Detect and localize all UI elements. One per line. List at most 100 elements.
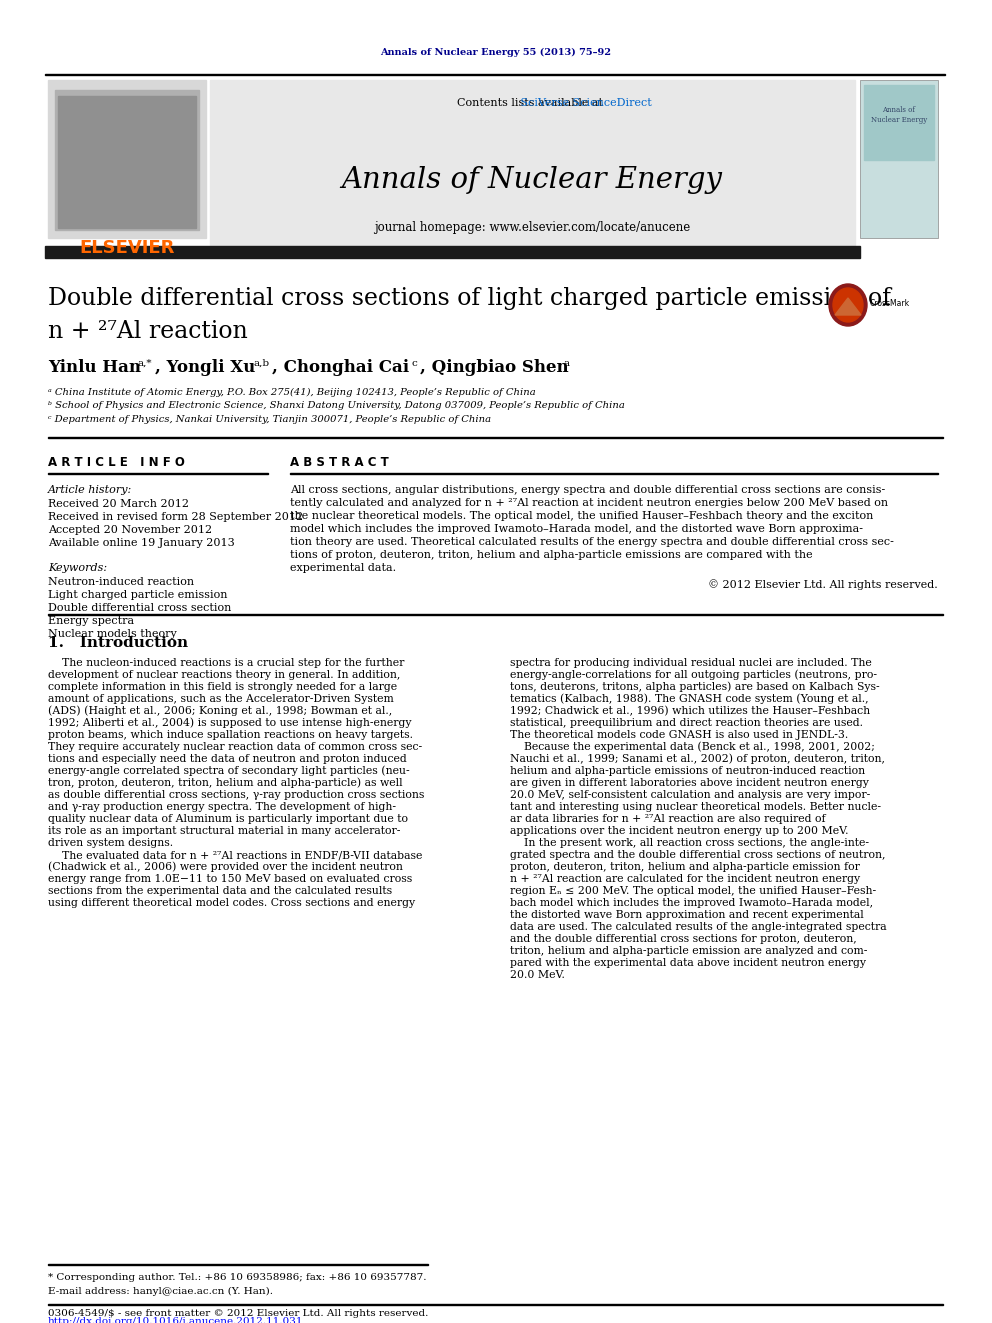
Text: tematics (Kalbach, 1988). The GNASH code system (Young et al.,: tematics (Kalbach, 1988). The GNASH code… bbox=[510, 693, 869, 704]
Text: tion theory are used. Theoretical calculated results of the energy spectra and d: tion theory are used. Theoretical calcul… bbox=[290, 537, 894, 546]
Text: tons, deuterons, tritons, alpha particles) are based on Kalbach Sys-: tons, deuterons, tritons, alpha particle… bbox=[510, 681, 880, 692]
Text: experimental data.: experimental data. bbox=[290, 564, 396, 573]
Text: development of nuclear reactions theory in general. In addition,: development of nuclear reactions theory … bbox=[48, 669, 401, 680]
Text: They require accurately nuclear reaction data of common cross sec-: They require accurately nuclear reaction… bbox=[48, 742, 423, 751]
Text: are given in different laboratories above incident neutron energy: are given in different laboratories abov… bbox=[510, 778, 869, 789]
Text: Contents lists available at: Contents lists available at bbox=[457, 98, 607, 108]
Text: ᵃ China Institute of Atomic Energy, P.O. Box 275(41), Beijing 102413, People’s R: ᵃ China Institute of Atomic Energy, P.O.… bbox=[48, 388, 536, 397]
Text: and the double differential cross sections for proton, deuteron,: and the double differential cross sectio… bbox=[510, 934, 857, 945]
Text: Received 20 March 2012: Received 20 March 2012 bbox=[48, 499, 189, 509]
Text: the distorted wave Born approximation and recent experimental: the distorted wave Born approximation an… bbox=[510, 910, 864, 919]
Text: Available online 19 January 2013: Available online 19 January 2013 bbox=[48, 538, 235, 548]
Text: using different theoretical model codes. Cross sections and energy: using different theoretical model codes.… bbox=[48, 898, 415, 908]
Text: a: a bbox=[563, 359, 569, 368]
Bar bbox=[48, 79, 206, 238]
Text: 1.   Introduction: 1. Introduction bbox=[48, 636, 188, 650]
Text: The theoretical models code GNASH is also used in JENDL-3.: The theoretical models code GNASH is als… bbox=[510, 730, 848, 740]
Bar bbox=[58, 97, 196, 228]
Text: Accepted 20 November 2012: Accepted 20 November 2012 bbox=[48, 525, 212, 534]
Text: http://dx.doi.org/10.1016/j.anucene.2012.11.031: http://dx.doi.org/10.1016/j.anucene.2012… bbox=[48, 1316, 304, 1323]
Text: ᵇ School of Physics and Electronic Science, Shanxi Datong University, Datong 037: ᵇ School of Physics and Electronic Scien… bbox=[48, 401, 625, 410]
Text: CrossMark: CrossMark bbox=[870, 299, 910, 307]
Text: 0306-4549/$ - see front matter © 2012 Elsevier Ltd. All rights reserved.: 0306-4549/$ - see front matter © 2012 El… bbox=[48, 1308, 429, 1318]
Text: tently calculated and analyzed for n + ²⁷Al reaction at incident neutron energie: tently calculated and analyzed for n + ²… bbox=[290, 497, 888, 508]
Text: 1992; Chadwick et al., 1996) which utilizes the Hauser–Feshbach: 1992; Chadwick et al., 1996) which utili… bbox=[510, 706, 870, 716]
Text: A B S T R A C T: A B S T R A C T bbox=[290, 455, 389, 468]
Text: a,b: a,b bbox=[253, 359, 269, 368]
Ellipse shape bbox=[833, 288, 863, 321]
Text: Double differential cross sections of light charged particle emission of: Double differential cross sections of li… bbox=[48, 287, 891, 310]
Text: Nuclear models theory: Nuclear models theory bbox=[48, 628, 177, 639]
Text: grated spectra and the double differential cross sections of neutron,: grated spectra and the double differenti… bbox=[510, 849, 886, 860]
Text: In the present work, all reaction cross sections, the angle-inte-: In the present work, all reaction cross … bbox=[510, 837, 869, 848]
Text: E-mail address: hanyl@ciae.ac.cn (Y. Han).: E-mail address: hanyl@ciae.ac.cn (Y. Han… bbox=[48, 1286, 273, 1295]
Text: , Chonghai Cai: , Chonghai Cai bbox=[272, 360, 409, 377]
Text: Neutron-induced reaction: Neutron-induced reaction bbox=[48, 577, 194, 587]
Text: Annals of Nuclear Energy: Annals of Nuclear Energy bbox=[341, 165, 722, 194]
Text: energy-angle correlated spectra of secondary light particles (neu-: energy-angle correlated spectra of secon… bbox=[48, 766, 410, 777]
Text: ᶜ Department of Physics, Nankai University, Tianjin 300071, People’s Republic of: ᶜ Department of Physics, Nankai Universi… bbox=[48, 415, 491, 425]
Text: tron, proton, deuteron, triton, helium and alpha-particle) as well: tron, proton, deuteron, triton, helium a… bbox=[48, 778, 403, 789]
Bar bbox=[55, 90, 199, 230]
Text: Yinlu Han: Yinlu Han bbox=[48, 360, 141, 377]
Text: Energy spectra: Energy spectra bbox=[48, 617, 134, 626]
Text: (Chadwick et al., 2006) were provided over the incident neutron: (Chadwick et al., 2006) were provided ov… bbox=[48, 861, 403, 872]
Text: spectra for producing individual residual nuclei are included. The: spectra for producing individual residua… bbox=[510, 658, 872, 668]
Text: energy range from 1.0E−11 to 150 MeV based on evaluated cross: energy range from 1.0E−11 to 150 MeV bas… bbox=[48, 875, 413, 884]
Text: ELSEVIER: ELSEVIER bbox=[79, 239, 175, 257]
Text: * Corresponding author. Tel.: +86 10 69358986; fax: +86 10 69357787.: * Corresponding author. Tel.: +86 10 693… bbox=[48, 1274, 427, 1282]
Text: journal homepage: www.elsevier.com/locate/anucene: journal homepage: www.elsevier.com/locat… bbox=[374, 221, 690, 234]
Text: n + ²⁷Al reaction: n + ²⁷Al reaction bbox=[48, 320, 248, 344]
Text: All cross sections, angular distributions, energy spectra and double differentia: All cross sections, angular distribution… bbox=[290, 486, 885, 495]
Text: energy-angle-correlations for all outgoing particles (neutrons, pro-: energy-angle-correlations for all outgoi… bbox=[510, 669, 877, 680]
Ellipse shape bbox=[829, 284, 867, 325]
Bar bbox=[45, 74, 945, 75]
Text: 20.0 MeV.: 20.0 MeV. bbox=[510, 970, 564, 980]
Text: tions of proton, deuteron, triton, helium and alpha-particle emissions are compa: tions of proton, deuteron, triton, heliu… bbox=[290, 550, 812, 560]
Text: , Qingbiao Shen: , Qingbiao Shen bbox=[420, 360, 568, 377]
Text: statistical, preequilibrium and direct reaction theories are used.: statistical, preequilibrium and direct r… bbox=[510, 718, 863, 728]
Text: © 2012 Elsevier Ltd. All rights reserved.: © 2012 Elsevier Ltd. All rights reserved… bbox=[708, 579, 938, 590]
Text: The nucleon-induced reactions is a crucial step for the further: The nucleon-induced reactions is a cruci… bbox=[48, 658, 405, 668]
Text: The evaluated data for n + ²⁷Al reactions in ENDF/B-VII database: The evaluated data for n + ²⁷Al reaction… bbox=[48, 849, 423, 860]
Text: the nuclear theoretical models. The optical model, the unified Hauser–Feshbach t: the nuclear theoretical models. The opti… bbox=[290, 511, 873, 521]
Text: , Yongli Xu: , Yongli Xu bbox=[155, 360, 255, 377]
Text: Keywords:: Keywords: bbox=[48, 564, 107, 573]
Polygon shape bbox=[835, 298, 861, 315]
Text: 1992; Aliberti et al., 2004) is supposed to use intense high-energy: 1992; Aliberti et al., 2004) is supposed… bbox=[48, 717, 412, 728]
Text: amount of applications, such as the Accelerator-Driven System: amount of applications, such as the Acce… bbox=[48, 695, 394, 704]
Text: complete information in this field is strongly needed for a large: complete information in this field is st… bbox=[48, 681, 397, 692]
Text: SciVerse ScienceDirect: SciVerse ScienceDirect bbox=[412, 98, 652, 108]
Bar bbox=[210, 79, 855, 245]
Text: proton beams, which induce spallation reactions on heavy targets.: proton beams, which induce spallation re… bbox=[48, 730, 413, 740]
Text: and γ-ray production energy spectra. The development of high-: and γ-ray production energy spectra. The… bbox=[48, 802, 396, 812]
Text: (ADS) (Haight et al., 2006; Koning et al., 1998; Bowman et al.,: (ADS) (Haight et al., 2006; Koning et al… bbox=[48, 705, 392, 716]
Text: Double differential cross section: Double differential cross section bbox=[48, 603, 231, 613]
Text: triton, helium and alpha-particle emission are analyzed and com-: triton, helium and alpha-particle emissi… bbox=[510, 946, 867, 957]
Text: Annals of Nuclear Energy 55 (2013) 75–92: Annals of Nuclear Energy 55 (2013) 75–92 bbox=[381, 48, 611, 57]
Text: a,*: a,* bbox=[138, 359, 153, 368]
Text: driven system designs.: driven system designs. bbox=[48, 837, 174, 848]
Text: applications over the incident neutron energy up to 200 MeV.: applications over the incident neutron e… bbox=[510, 826, 848, 836]
Text: Article history:: Article history: bbox=[48, 486, 132, 495]
Text: proton, deuteron, triton, helium and alpha-particle emission for: proton, deuteron, triton, helium and alp… bbox=[510, 863, 860, 872]
Text: its role as an important structural material in many accelerator-: its role as an important structural mate… bbox=[48, 826, 401, 836]
Text: Annals of
Nuclear Energy: Annals of Nuclear Energy bbox=[871, 106, 928, 123]
Text: Light charged particle emission: Light charged particle emission bbox=[48, 590, 227, 601]
Text: helium and alpha-particle emissions of neutron-induced reaction: helium and alpha-particle emissions of n… bbox=[510, 766, 865, 777]
Text: bach model which includes the improved Iwamoto–Harada model,: bach model which includes the improved I… bbox=[510, 898, 873, 908]
Bar bbox=[864, 85, 934, 160]
Text: tant and interesting using nuclear theoretical models. Better nucle-: tant and interesting using nuclear theor… bbox=[510, 802, 881, 812]
Bar bbox=[45, 246, 860, 258]
Text: 20.0 MeV, self-consistent calculation and analysis are very impor-: 20.0 MeV, self-consistent calculation an… bbox=[510, 790, 870, 800]
Text: c: c bbox=[412, 359, 418, 368]
Text: Received in revised form 28 September 2012: Received in revised form 28 September 20… bbox=[48, 512, 304, 523]
Text: quality nuclear data of Aluminum is particularly important due to: quality nuclear data of Aluminum is part… bbox=[48, 814, 408, 824]
Text: pared with the experimental data above incident neutron energy: pared with the experimental data above i… bbox=[510, 958, 866, 968]
Text: Because the experimental data (Benck et al., 1998, 2001, 2002;: Because the experimental data (Benck et … bbox=[510, 742, 875, 753]
Text: data are used. The calculated results of the angle-integrated spectra: data are used. The calculated results of… bbox=[510, 922, 887, 931]
Text: Nauchi et al., 1999; Sanami et al., 2002) of proton, deuteron, triton,: Nauchi et al., 1999; Sanami et al., 2002… bbox=[510, 754, 885, 765]
Text: tions and especially need the data of neutron and proton induced: tions and especially need the data of ne… bbox=[48, 754, 407, 763]
Bar bbox=[860, 79, 938, 238]
Text: model which includes the improved Iwamoto–Harada model, and the distorted wave B: model which includes the improved Iwamot… bbox=[290, 524, 863, 534]
